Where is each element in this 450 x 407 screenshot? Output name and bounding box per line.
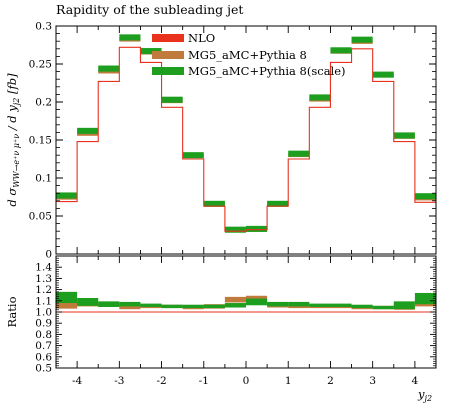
main-plot-area bbox=[56, 34, 436, 233]
x-tick-label: 3 bbox=[369, 375, 376, 387]
main-x-axis-ticks bbox=[55, 26, 437, 254]
main-y-tick-label: 0.25 bbox=[29, 59, 52, 71]
main-y-tick-label: 0.3 bbox=[35, 21, 52, 33]
main-mg5-amc-pythia-8-scale--band-7 bbox=[203, 200, 225, 207]
main-nlo-line bbox=[56, 46, 436, 232]
main-mg5-amc-pythia-8-scale--band-15 bbox=[372, 71, 394, 78]
main-mg5-amc-pythia-8-scale--band-17 bbox=[414, 193, 436, 200]
ratio-mg5-amc-pythia-8-scale--band-8 bbox=[224, 303, 246, 308]
ratio-mg5-amc-pythia-8-scale--band-3 bbox=[119, 301, 141, 307]
x-tick-label: 2 bbox=[327, 375, 334, 387]
main-mg5-amc-pythia-8-band-1 bbox=[77, 132, 99, 136]
main-mg5-amc-pythia-8-scale--band-1 bbox=[77, 127, 99, 134]
main-mg5-amc-pythia-8-scale--band-4 bbox=[140, 48, 162, 55]
legend-label-mg5: MG5_aMC+Pythia 8 bbox=[188, 48, 307, 62]
ratio-y-tick-label: 1.1 bbox=[35, 295, 52, 307]
main-mg5-amc-pythia-8-scale--band-6 bbox=[182, 152, 204, 159]
ratio-mg5-amc-pythia-8-scale--band-2 bbox=[98, 301, 120, 307]
ratio-y-axis-label: Ratio bbox=[5, 296, 19, 327]
ratio-mg5-amc-pythia-8-scale--band-14 bbox=[351, 304, 373, 309]
ratio-mg5-amc-pythia-8-scale--band-4 bbox=[140, 303, 162, 307]
main-mg5-amc-pythia-8-scale--band-3 bbox=[119, 34, 141, 41]
ratio-mg5-amc-pythia-8-scale--band-9 bbox=[246, 298, 268, 306]
x-tick-label: 4 bbox=[412, 375, 419, 387]
ratio-plot-area bbox=[56, 291, 436, 313]
x-tick-label: 1 bbox=[285, 375, 292, 387]
main-mg5-amc-pythia-8-scale--band-9 bbox=[246, 225, 268, 232]
ratio-mg5-amc-pythia-8-scale--band-0 bbox=[56, 291, 78, 304]
x-axis-label: yj2 bbox=[417, 387, 432, 403]
legend-label-mg5-scale: MG5_aMC+Pythia 8(scale) bbox=[188, 64, 346, 78]
legend-swatch-mg5-scale bbox=[152, 67, 184, 75]
ratio-y-tick-label: 0.7 bbox=[35, 340, 52, 352]
x-tick-label: 0 bbox=[243, 375, 250, 387]
x-tick-label: -1 bbox=[199, 375, 209, 387]
ratio-mg5-amc-pythia-8-band-0 bbox=[56, 301, 78, 309]
legend: NLO MG5_aMC+Pythia 8 MG5_aMC+Pythia 8(sc… bbox=[152, 31, 346, 78]
main-mg5-amc-pythia-8-scale--band-16 bbox=[393, 132, 415, 139]
main-y-axis: 0 0.05 0.1 0.15 0.2 0.25 0.3 bbox=[29, 21, 436, 261]
ratio-y-tick-label: 0.6 bbox=[35, 351, 52, 363]
chart-title: Rapidity of the subleading jet bbox=[56, 2, 243, 17]
ratio-mg5-amc-pythia-8-scale--band-11 bbox=[288, 301, 310, 307]
ratio-y-tick-label: 1.0 bbox=[35, 307, 52, 319]
main-y-tick-label: 0.1 bbox=[35, 173, 52, 185]
ratio-mg5-amc-pythia-8-scale--band-7 bbox=[203, 304, 225, 309]
main-y-tick-label: 0.15 bbox=[29, 135, 52, 147]
main-mg5-amc-pythia-8-scale--band-14 bbox=[351, 36, 373, 43]
ratio-y-tick-label: 1.4 bbox=[35, 262, 52, 274]
ratio-x-axis: -4 -3 -2 -1 0 1 2 3 4 bbox=[55, 256, 437, 387]
x-tick-label: -3 bbox=[114, 375, 124, 387]
ratio-mg5-amc-pythia-8-scale--band-5 bbox=[161, 304, 183, 309]
main-mg5-amc-pythia-8-scale--band-2 bbox=[98, 65, 120, 72]
ratio-mg5-amc-pythia-8-scale--band-16 bbox=[393, 301, 415, 310]
main-y-tick-label: 0.2 bbox=[35, 97, 52, 109]
ratio-y-tick-label: 1.2 bbox=[35, 284, 52, 296]
ratio-mg5-amc-pythia-8-scale--band-10 bbox=[267, 301, 289, 307]
main-mg5-amc-pythia-8-scale--band-0 bbox=[56, 192, 78, 199]
ratio-mg5-amc-pythia-8-scale--band-13 bbox=[330, 303, 352, 307]
ratio-mg5-amc-pythia-8-scale--band-1 bbox=[77, 298, 99, 306]
main-mg5-amc-pythia-8-scale--band-12 bbox=[309, 94, 331, 101]
main-mg5-amc-pythia-8-scale--band-5 bbox=[161, 96, 183, 103]
legend-swatch-nlo bbox=[152, 34, 184, 42]
ratio-y-tick-label: 1.3 bbox=[35, 273, 52, 285]
main-y-tick-label: 0 bbox=[45, 249, 52, 261]
main-mg5-amc-pythia-8-scale--band-13 bbox=[330, 47, 352, 54]
main-y-axis-label: d σWW→e⁺ν μ⁺ν / d yj2 [fb] bbox=[5, 73, 21, 207]
legend-label-nlo: NLO bbox=[188, 31, 215, 45]
ratio-y-tick-label: 0.8 bbox=[35, 329, 52, 341]
ratio-mg5-amc-pythia-8-band-8 bbox=[224, 296, 246, 303]
legend-swatch-mg5 bbox=[152, 51, 184, 59]
ratio-mg5-amc-pythia-8-scale--band-6 bbox=[182, 304, 204, 309]
ratio-y-tick-label: 0.9 bbox=[35, 318, 52, 330]
ratio-mg5-amc-pythia-8-scale--band-15 bbox=[372, 305, 394, 310]
main-y-tick-label: 0.05 bbox=[29, 211, 52, 223]
ratio-mg5-amc-pythia-8-scale--band-17 bbox=[414, 292, 436, 305]
ratio-y-axis: 0.50.60.70.80.91.01.11.21.31.4 bbox=[35, 257, 436, 375]
main-mg5-amc-pythia-8-scale--band-8 bbox=[224, 226, 246, 233]
ratio-mg5-amc-pythia-8-scale--band-12 bbox=[309, 303, 331, 307]
ratio-y-tick-label: 0.5 bbox=[35, 363, 52, 375]
ratio-mg5-amc-pythia-8-band-3 bbox=[119, 305, 141, 310]
main-mg5-amc-pythia-8-scale--band-10 bbox=[267, 200, 289, 207]
x-tick-label: -4 bbox=[72, 375, 83, 387]
x-tick-label: -2 bbox=[156, 375, 166, 387]
main-mg5-amc-pythia-8-scale--band-11 bbox=[288, 150, 310, 157]
